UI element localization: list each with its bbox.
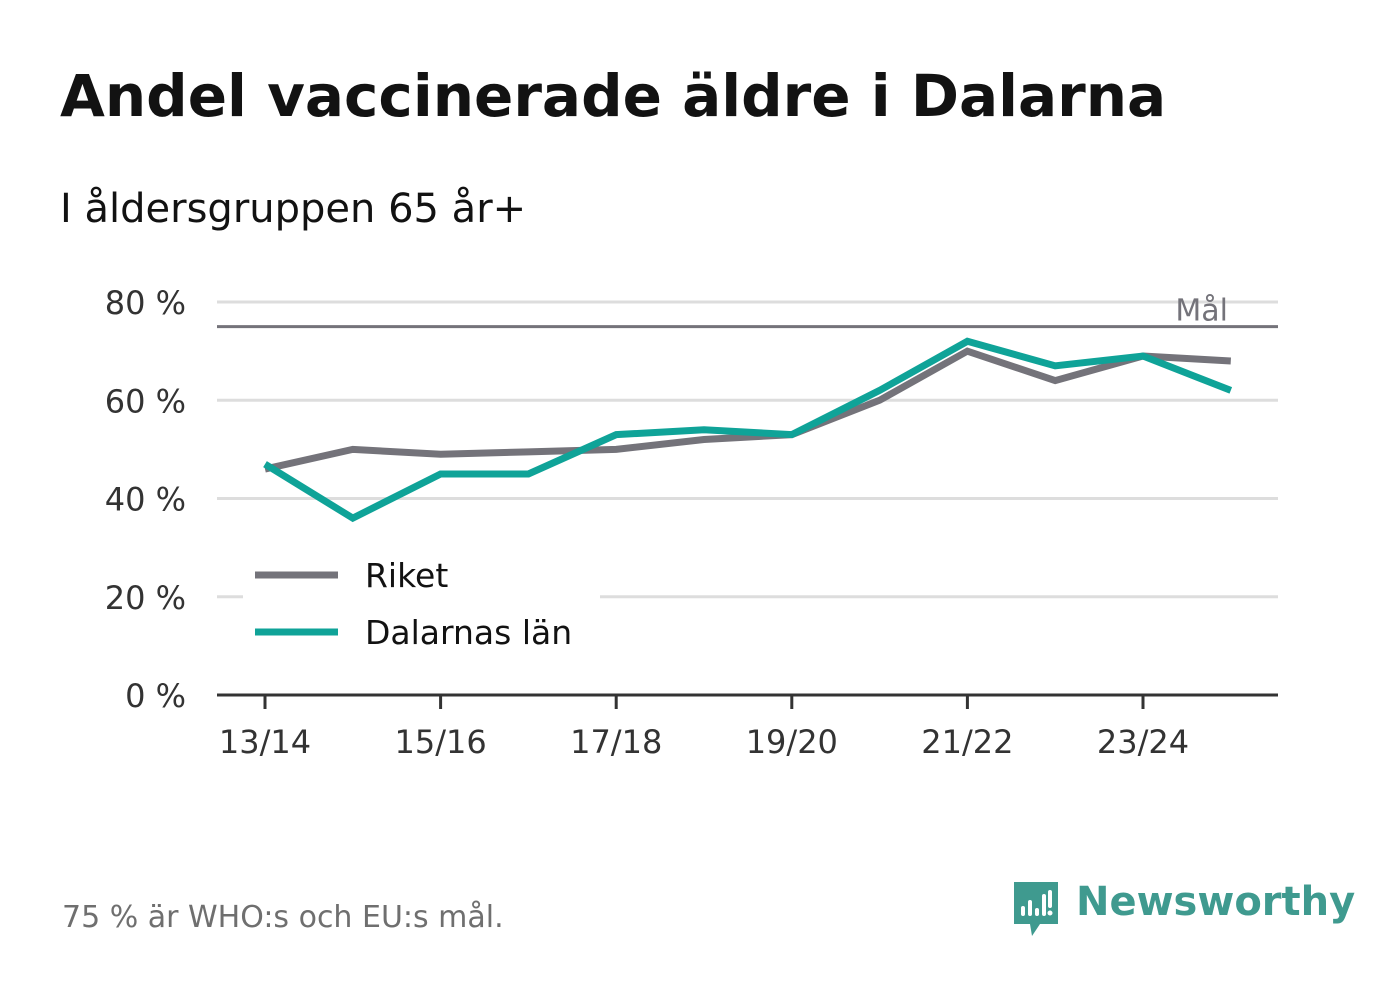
legend-label: Riket bbox=[365, 556, 448, 595]
x-tick-label: 15/16 bbox=[394, 723, 486, 761]
series-lines bbox=[263, 337, 1233, 523]
y-axis-labels: 0 % 20 % 40 % 60 % 80 % bbox=[105, 284, 186, 715]
x-tick-label: 13/14 bbox=[219, 723, 311, 761]
x-tick-label: 23/24 bbox=[1097, 723, 1189, 761]
y-tick-label: 40 % bbox=[105, 481, 186, 519]
y-tick-label: 0 % bbox=[125, 677, 186, 715]
newsworthy-logo-icon bbox=[1014, 882, 1058, 936]
x-tick-label: 21/22 bbox=[921, 723, 1013, 761]
x-axis: 13/14 15/16 17/18 19/20 21/22 23/24 bbox=[217, 693, 1278, 761]
series-line-dalarnas-lan bbox=[263, 337, 1233, 523]
x-tick-label: 19/20 bbox=[746, 723, 838, 761]
series-line-riket bbox=[264, 347, 1231, 473]
chart-title: Andel vaccinerade äldre i Dalarna bbox=[60, 62, 1167, 130]
newsworthy-logo: Newsworthy bbox=[1010, 878, 1355, 942]
goal-line-group: Mål bbox=[217, 294, 1278, 329]
legend-background bbox=[243, 548, 600, 660]
legend: Riket Dalarnas län bbox=[243, 548, 600, 660]
chart-subtitle: I åldersgruppen 65 år+ bbox=[60, 186, 527, 232]
legend-label: Dalarnas län bbox=[365, 613, 572, 652]
goal-label: Mål bbox=[1175, 294, 1228, 329]
y-tick-label: 80 % bbox=[105, 284, 186, 322]
footnote: 75 % är WHO:s och EU:s mål. bbox=[62, 900, 504, 935]
x-tick-label: 17/18 bbox=[570, 723, 662, 761]
newsworthy-logo-text: Newsworthy bbox=[1076, 879, 1356, 925]
y-tick-label: 20 % bbox=[105, 579, 186, 617]
y-tick-label: 60 % bbox=[105, 382, 186, 420]
